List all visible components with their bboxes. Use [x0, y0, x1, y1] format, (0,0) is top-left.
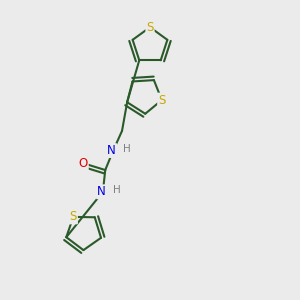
- Text: S: S: [146, 21, 154, 34]
- Text: N: N: [97, 185, 106, 198]
- Text: H: H: [112, 185, 120, 195]
- Text: O: O: [79, 157, 88, 170]
- Text: N: N: [107, 144, 116, 157]
- Text: S: S: [158, 94, 166, 106]
- Text: S: S: [70, 210, 77, 224]
- Text: H: H: [123, 144, 131, 154]
